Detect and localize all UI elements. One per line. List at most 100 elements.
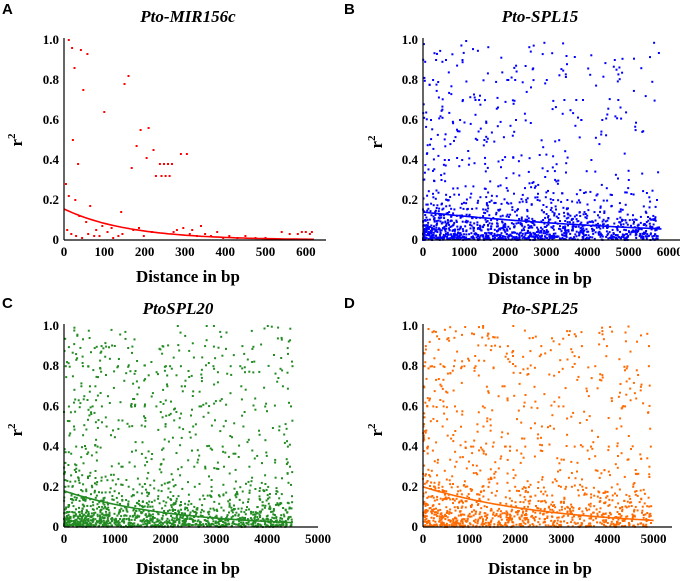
scatter-point bbox=[225, 347, 227, 350]
scatter-point bbox=[455, 221, 458, 223]
scatter-point bbox=[471, 332, 473, 335]
scatter-point bbox=[440, 174, 443, 177]
scatter-point bbox=[432, 227, 435, 230]
scatter-point bbox=[510, 504, 513, 507]
scatter-point bbox=[541, 450, 544, 452]
scatter-point bbox=[424, 516, 426, 518]
scatter-point bbox=[487, 332, 490, 335]
scatter-point bbox=[469, 523, 472, 526]
scatter-point bbox=[595, 508, 598, 511]
scatter-point bbox=[160, 517, 163, 520]
scatter-point bbox=[589, 190, 592, 193]
scatter-point bbox=[425, 520, 428, 523]
scatter-point bbox=[526, 231, 529, 234]
scatter-point bbox=[83, 395, 86, 398]
scatter-point bbox=[95, 399, 98, 402]
scatter-point bbox=[229, 435, 232, 437]
scatter-point bbox=[575, 335, 577, 338]
scatter-point bbox=[181, 487, 184, 490]
scatter-point bbox=[633, 392, 636, 395]
scatter-point bbox=[619, 236, 621, 239]
scatter-point bbox=[477, 518, 480, 521]
scatter-point bbox=[133, 512, 136, 515]
scatter-point bbox=[423, 76, 426, 79]
scatter-point bbox=[442, 163, 445, 166]
scatter-point bbox=[455, 525, 458, 528]
scatter-point bbox=[172, 356, 175, 359]
scatter-point bbox=[77, 163, 80, 165]
scatter-point bbox=[554, 506, 557, 509]
scatter-point bbox=[648, 473, 651, 476]
scatter-point bbox=[625, 111, 628, 114]
scatter-point bbox=[478, 326, 480, 329]
scatter-point bbox=[481, 521, 484, 524]
scatter-point bbox=[489, 349, 492, 352]
scatter-point bbox=[487, 231, 490, 234]
scatter-point bbox=[521, 200, 524, 203]
scatter-point bbox=[275, 487, 278, 490]
scatter-point bbox=[286, 472, 289, 475]
scatter-point bbox=[448, 228, 451, 231]
scatter-point bbox=[648, 505, 651, 508]
scatter-point bbox=[605, 187, 608, 190]
scatter-point bbox=[601, 235, 604, 238]
scatter-point bbox=[484, 235, 487, 238]
scatter-point bbox=[164, 504, 167, 507]
scatter-point bbox=[448, 479, 451, 482]
scatter-point bbox=[267, 364, 270, 367]
scatter-point bbox=[506, 518, 508, 521]
scatter-point bbox=[559, 520, 562, 523]
scatter-point bbox=[481, 405, 484, 408]
scatter-point bbox=[252, 511, 255, 514]
scatter-point bbox=[270, 510, 273, 513]
scatter-point bbox=[118, 521, 121, 524]
scatter-point bbox=[221, 524, 224, 527]
scatter-point bbox=[577, 375, 580, 378]
scatter-point bbox=[545, 153, 548, 156]
scatter-point bbox=[461, 99, 464, 101]
scatter-point bbox=[458, 165, 461, 168]
scatter-point bbox=[429, 507, 432, 509]
scatter-point bbox=[130, 522, 133, 525]
scatter-point bbox=[134, 405, 136, 408]
scatter-point bbox=[447, 337, 450, 340]
scatter-point bbox=[623, 365, 626, 368]
scatter-point bbox=[445, 205, 448, 208]
scatter-point bbox=[205, 325, 208, 327]
scatter-point bbox=[269, 522, 272, 525]
scatter-point bbox=[73, 326, 76, 329]
scatter-point bbox=[147, 450, 150, 453]
scatter-point bbox=[509, 449, 511, 452]
scatter-point bbox=[649, 427, 652, 430]
scatter-point bbox=[441, 489, 444, 492]
y-tick-label: 0.2 bbox=[43, 192, 59, 207]
scatter-point bbox=[552, 228, 555, 231]
scatter-point bbox=[528, 502, 531, 505]
x-tick-label: 4000 bbox=[254, 531, 280, 546]
scatter-point bbox=[423, 520, 426, 523]
scatter-point bbox=[552, 232, 555, 235]
scatter-point bbox=[645, 211, 648, 214]
scatter-point bbox=[74, 523, 77, 526]
scatter-point bbox=[576, 201, 579, 204]
scatter-point bbox=[484, 515, 487, 518]
scatter-point bbox=[617, 395, 620, 398]
scatter-point bbox=[459, 522, 462, 525]
scatter-point bbox=[562, 234, 565, 237]
scatter-point bbox=[255, 518, 258, 521]
scatter-point bbox=[422, 434, 425, 437]
scatter-point bbox=[432, 196, 435, 199]
scatter-point bbox=[602, 519, 605, 522]
scatter-point bbox=[563, 496, 566, 499]
scatter-point bbox=[80, 382, 83, 385]
scatter-point bbox=[475, 236, 478, 239]
scatter-point bbox=[149, 505, 152, 508]
scatter-point bbox=[146, 523, 149, 526]
scatter-point bbox=[450, 215, 453, 218]
scatter-point bbox=[171, 518, 174, 521]
scatter-point bbox=[563, 215, 566, 218]
scatter-point bbox=[82, 522, 85, 525]
y-tick-label: 0 bbox=[412, 519, 419, 534]
scatter-point bbox=[125, 509, 128, 512]
scatter-point bbox=[216, 371, 219, 374]
